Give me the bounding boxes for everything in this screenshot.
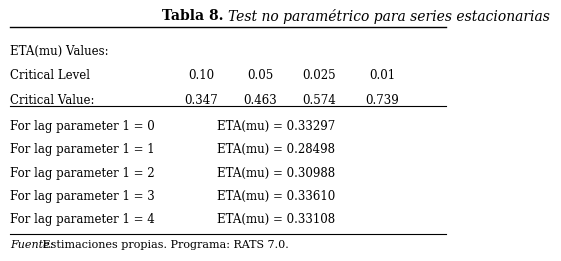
Text: 0.025: 0.025 xyxy=(302,69,336,81)
Text: ETA(mu) = 0.30988: ETA(mu) = 0.30988 xyxy=(217,167,335,180)
Text: Test no paramétrico para series estacionarias: Test no paramétrico para series estacion… xyxy=(228,9,550,24)
Text: For lag parameter 1 = 2: For lag parameter 1 = 2 xyxy=(11,167,155,180)
Text: Critical Value:: Critical Value: xyxy=(11,94,95,107)
Text: Critical Level: Critical Level xyxy=(11,69,90,81)
Text: 0.463: 0.463 xyxy=(243,94,277,107)
Text: ETA(mu) = 0.33610: ETA(mu) = 0.33610 xyxy=(217,190,335,203)
Text: Tabla 8.: Tabla 8. xyxy=(162,9,228,23)
Text: ETA(mu) Values:: ETA(mu) Values: xyxy=(11,45,109,58)
Text: 0.574: 0.574 xyxy=(302,94,336,107)
Text: Fuente:: Fuente: xyxy=(11,240,54,250)
Text: 0.05: 0.05 xyxy=(247,69,273,81)
Text: For lag parameter 1 = 1: For lag parameter 1 = 1 xyxy=(11,143,155,156)
Text: ETA(mu) = 0.28498: ETA(mu) = 0.28498 xyxy=(217,143,335,156)
Text: 0.739: 0.739 xyxy=(366,94,399,107)
Text: ETA(mu) = 0.33297: ETA(mu) = 0.33297 xyxy=(217,120,335,133)
Text: For lag parameter 1 = 0: For lag parameter 1 = 0 xyxy=(11,120,155,133)
Text: 0.347: 0.347 xyxy=(184,94,218,107)
Text: Estimaciones propias. Programa: RATS 7.0.: Estimaciones propias. Programa: RATS 7.0… xyxy=(39,240,289,250)
Text: ETA(mu) = 0.33108: ETA(mu) = 0.33108 xyxy=(217,213,335,226)
Text: For lag parameter 1 = 4: For lag parameter 1 = 4 xyxy=(11,213,155,226)
Text: 0.01: 0.01 xyxy=(370,69,396,81)
Text: 0.10: 0.10 xyxy=(188,69,214,81)
Text: For lag parameter 1 = 3: For lag parameter 1 = 3 xyxy=(11,190,155,203)
